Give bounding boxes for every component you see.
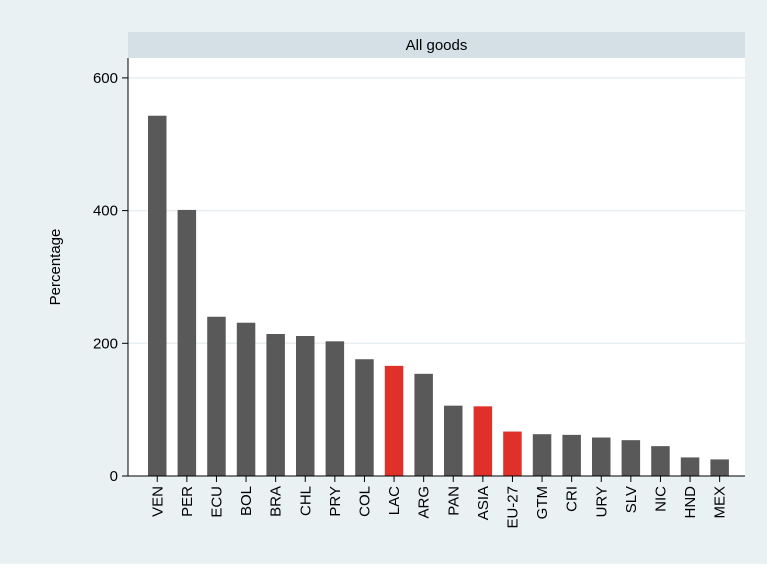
- bar-ecu: [207, 316, 226, 476]
- bar-gtm: [532, 434, 552, 476]
- y-tick-label: 600: [93, 70, 118, 87]
- x-tick-label-bol: BOL: [238, 486, 255, 516]
- bar-hnd: [680, 457, 700, 476]
- bar-pry: [325, 341, 345, 476]
- bar-ury: [592, 437, 611, 476]
- x-tick-label-per: PER: [179, 486, 196, 517]
- grid-lines: [128, 77, 745, 345]
- x-tick-label-nic: NIC: [652, 486, 669, 512]
- bar-slv: [621, 440, 641, 476]
- x-tick-label-slv: SLV: [623, 486, 640, 513]
- chart-title: All goods: [406, 37, 468, 54]
- bar-lac: [384, 365, 404, 476]
- x-tick-label-col: COL: [356, 486, 373, 517]
- bar-pan: [444, 405, 463, 476]
- bar-asia: [473, 406, 493, 476]
- bar-bol: [236, 322, 256, 476]
- title-band: [128, 32, 745, 58]
- x-tick-label-ven: VEN: [149, 486, 166, 517]
- x-tick-label-ury: URY: [593, 486, 610, 517]
- x-tick-label-bra: BRA: [268, 486, 285, 517]
- x-tick-label-gtm: GTM: [534, 486, 551, 519]
- x-tick-label-pry: PRY: [327, 486, 344, 517]
- x-tick-label-pan: PAN: [445, 486, 462, 516]
- bar-arg: [414, 373, 433, 476]
- y-tick-label: 400: [93, 203, 118, 220]
- bar-bra: [266, 334, 285, 476]
- bar-nic: [651, 446, 670, 476]
- x-tick-label-eu-27: EU-27: [504, 486, 521, 529]
- bar-eu-27: [503, 431, 522, 476]
- x-tick-label-ecu: ECU: [208, 486, 225, 518]
- bar-ven: [148, 115, 167, 476]
- x-tick-label-mex: MEX: [712, 486, 729, 519]
- x-tick-label-lac: LAC: [386, 486, 403, 515]
- y-tick-label: 0: [110, 468, 118, 485]
- bar-col: [355, 359, 374, 476]
- x-tick-label-asia: ASIA: [475, 486, 492, 520]
- y-axis-ticks: 0 200 400 600: [93, 70, 128, 485]
- x-tick-label-arg: ARG: [416, 486, 433, 519]
- x-tick-label-chl: CHL: [297, 486, 314, 516]
- bar-chl: [296, 336, 315, 476]
- bar-cri: [562, 434, 581, 476]
- y-tick-label: 200: [93, 335, 118, 352]
- bar-per: [177, 209, 197, 476]
- y-axis-label: Percentage: [47, 229, 64, 306]
- bar-mex: [710, 459, 729, 476]
- bars: [148, 115, 729, 476]
- plot-background: [128, 58, 745, 476]
- x-tick-label-hnd: HND: [682, 486, 699, 519]
- x-tick-label-cri: CRI: [564, 486, 581, 512]
- x-axis-ticks: VEN PER ECU BOL BRA CHL PRY COL LAC ARG PAN ASIA EU-…: [149, 476, 729, 529]
